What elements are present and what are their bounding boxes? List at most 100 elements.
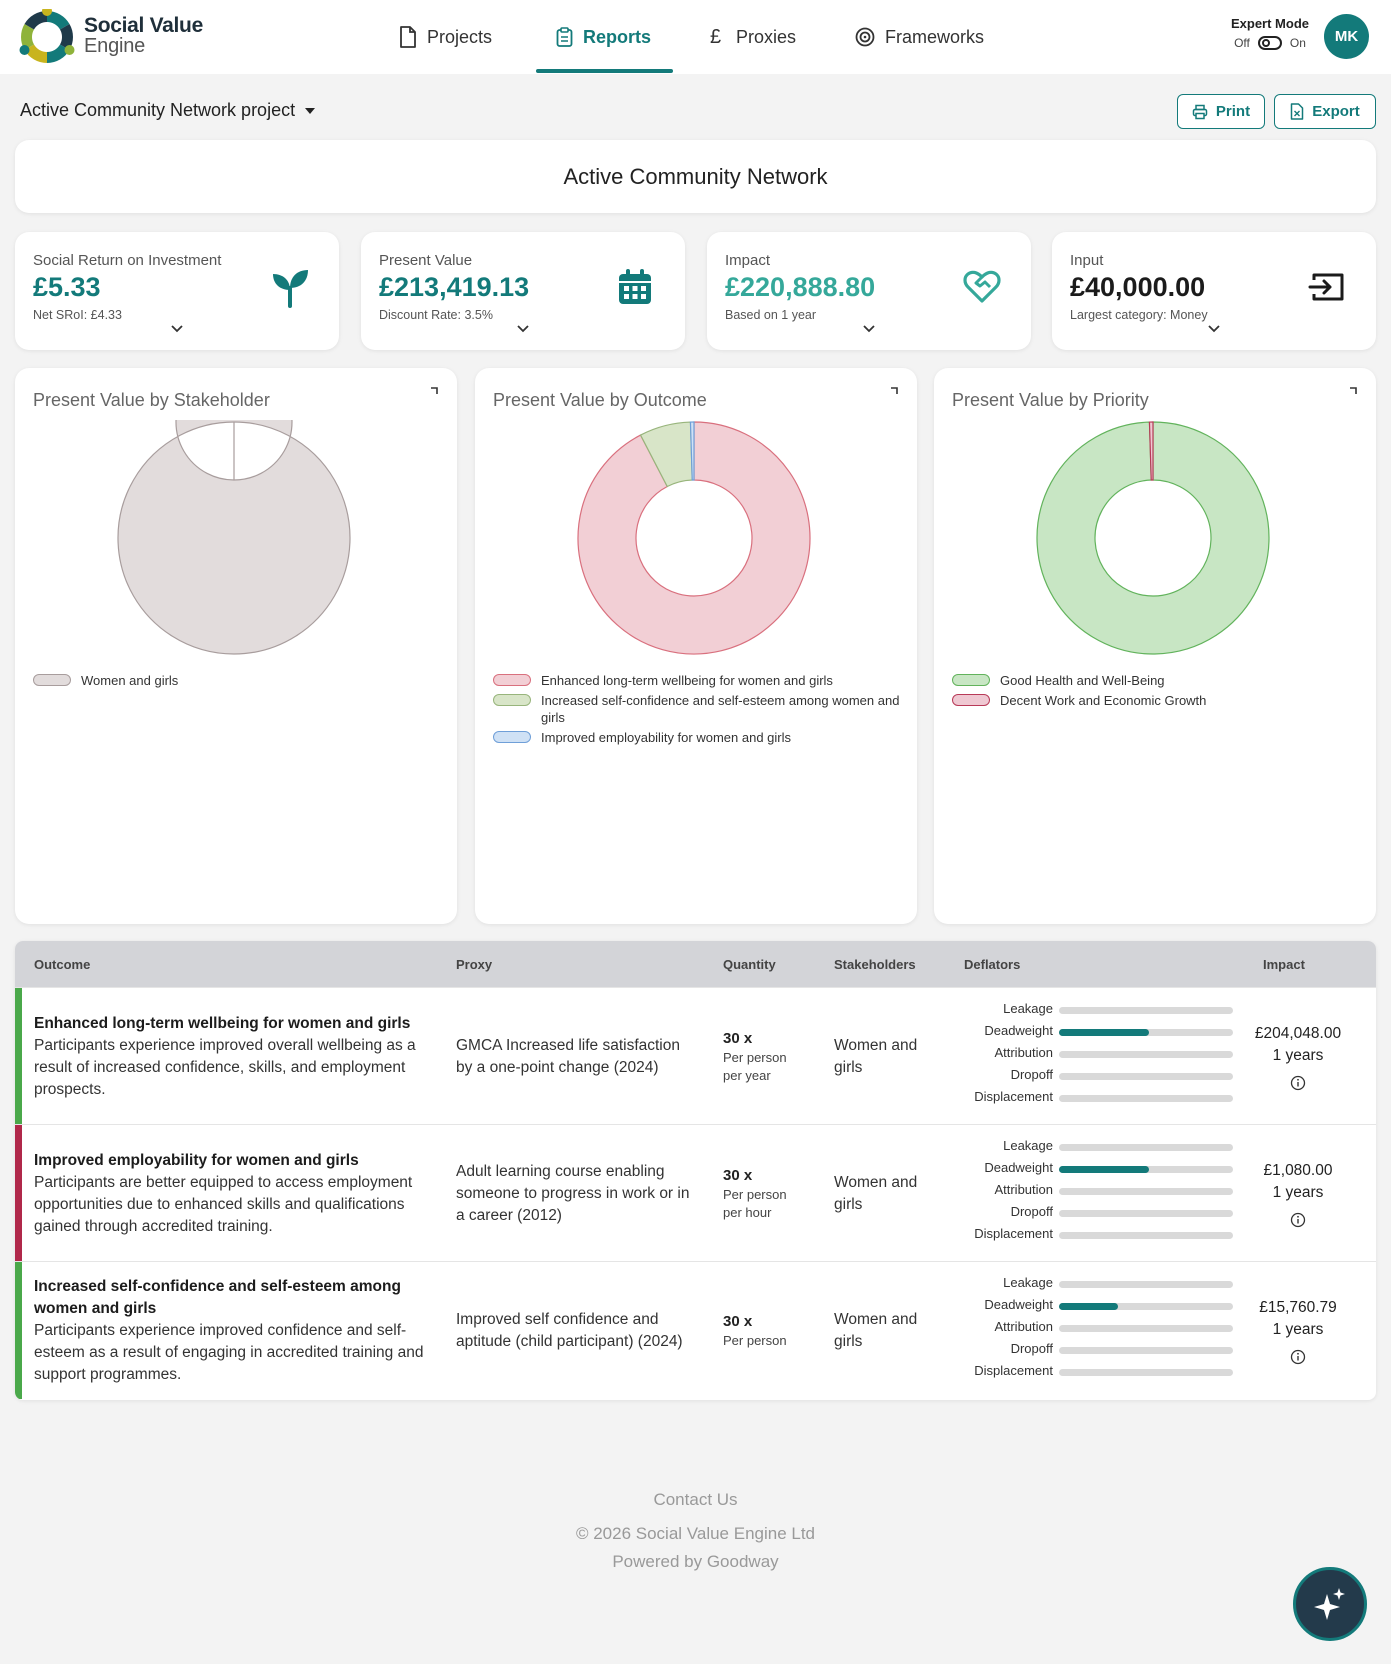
kpi-input-sub: Largest category: Money [1070,308,1208,322]
legend-label: Enhanced long-term wellbeing for women a… [541,673,833,688]
deflator-deadweight: Deadweight [963,1295,1233,1315]
header-stakeholders[interactable]: Stakeholders [834,957,916,972]
info-icon[interactable] [1290,1212,1306,1228]
header-impact[interactable]: Impact [1263,957,1305,972]
donut-slice[interactable] [1036,421,1270,655]
kpi-sroi-sub: Net SRoI: £4.33 [33,308,122,322]
legend-label: Women and girls [81,673,179,688]
deflator-label: Attribution [994,1045,1053,1060]
toggle-icon[interactable] [1257,36,1282,50]
contact-us-link[interactable]: Contact Us [653,1490,738,1509]
expand-icon[interactable] [889,386,899,396]
kpi-impact-value: £220,888.80 [725,272,876,302]
legend-label: Good Health and Well-Being [1000,673,1165,688]
kpi-card-sroi: Social Return on Investment £5.33 Net SR… [15,232,339,350]
user-avatar[interactable]: MK [1324,14,1369,59]
expand-icon[interactable] [1348,386,1358,396]
deflator-bar-track [1059,1144,1233,1151]
stakeholders-cell: Women and girls [834,1174,918,1213]
export-button[interactable]: Export [1274,94,1376,129]
chevron-down-icon[interactable] [170,324,184,334]
legend-swatch [493,694,531,706]
active-tab-indicator [536,69,673,73]
chevron-down-icon[interactable] [862,324,876,334]
chart-legend: Women and girls [33,672,443,692]
deflator-label: Attribution [994,1319,1053,1334]
chevron-down-icon[interactable] [1207,324,1221,334]
table-row[interactable]: Improved employability for women and gir… [15,1124,1376,1262]
nav-projects[interactable]: Projects [399,0,492,74]
kpi-pv-value: £213,419.13 [379,272,530,302]
nav-frameworks-label: Frameworks [885,26,985,47]
legend-item[interactable]: Improved employability for women and gir… [493,729,903,746]
project-selector[interactable]: Active Community Network project [20,100,316,121]
donut-slice[interactable] [117,420,351,655]
powered-by-text: Powered by Goodway [612,1552,779,1571]
deflator-label: Displacement [974,1089,1053,1104]
expert-mode-switch[interactable]: Expert Mode Off On [1220,16,1320,50]
donut-slice[interactable] [689,421,695,481]
chart-legend: Good Health and Well-Being Decent Work an… [952,672,1362,712]
outcome-cell: Improved employability for women and gir… [34,1150,429,1238]
stakeholders-cell: Women and girls [834,1311,918,1350]
table-row[interactable]: Enhanced long-term wellbeing for women a… [15,987,1376,1125]
header-proxy[interactable]: Proxy [456,957,493,972]
legend-item[interactable]: Increased self-confidence and self-estee… [493,692,903,726]
nav-frameworks[interactable]: Frameworks [855,0,984,74]
table-row[interactable]: Increased self-confidence and self-estee… [15,1261,1376,1399]
impact-value: £204,048.00 [1254,1025,1342,1042]
pound-icon: £ [710,25,722,48]
deflator-displacement: Displacement [963,1224,1233,1244]
report-title: Active Community Network [563,163,828,189]
kpi-input-value: £40,000.00 [1070,272,1206,302]
header-deflators[interactable]: Deflators [964,957,1021,972]
legend-item[interactable]: Good Health and Well-Being [952,672,1362,689]
target-icon [855,27,875,47]
legend-item[interactable]: Women and girls [33,672,443,689]
deflator-label: Deadweight [984,1297,1053,1312]
impact-cell: £204,048.00 1 years [1233,1023,1363,1091]
ai-assistant-button[interactable] [1293,1567,1367,1641]
donut-chart-outcome [577,421,811,655]
deflator-bar-track [1059,1051,1233,1058]
legend-item[interactable]: Decent Work and Economic Growth [952,692,1362,709]
info-icon[interactable] [1290,1075,1306,1091]
chart-title: Present Value by Stakeholder [33,390,270,410]
deflator-bar-fill [1059,1303,1119,1310]
expert-mode-title: Expert Mode [1230,16,1309,31]
expand-icon[interactable] [429,386,439,396]
deflator-leakage: Leakage [963,999,1233,1019]
impact-cell: £1,080.00 1 years [1233,1160,1363,1228]
chevron-down-icon[interactable] [516,324,530,334]
kpi-card-input: Input £40,000.00 Largest category: Money [1052,232,1376,350]
chart-card-stakeholder: Present Value by Stakeholder Women and g… [15,368,457,924]
document-icon [400,26,416,48]
quantity-value: 30 x [723,1167,753,1184]
donut-slice[interactable] [1148,421,1154,481]
donut-chart-stakeholder [117,420,351,655]
nav-reports[interactable]: Reports [556,0,651,74]
social-value-engine-logo[interactable] [18,9,76,65]
spreadsheet-export-icon [1290,103,1304,120]
deflator-bar-track [1059,1095,1233,1102]
heart-handshake-icon [963,270,1001,303]
info-icon[interactable] [1290,1349,1306,1365]
impact-value: £15,760.79 [1259,1299,1337,1316]
kpi-card-present-value: Present Value £213,419.13 Discount Rate:… [361,232,685,350]
header-quantity[interactable]: Quantity [723,957,776,972]
print-button[interactable]: Print [1177,94,1265,129]
header-outcome[interactable]: Outcome [34,957,91,972]
legend-item[interactable]: Enhanced long-term wellbeing for women a… [493,672,903,689]
proxy-cell: GMCA Increased life satisfaction by a on… [456,1037,680,1076]
legend-swatch [952,694,990,706]
stakeholders-cell: Women and girls [834,1037,918,1076]
deflator-dropoff: Dropoff [963,1339,1233,1359]
quantity-cell: 30 x Per person per hour [723,1166,813,1222]
copyright-text: © 2026 Social Value Engine Ltd [575,1524,816,1543]
deflator-bar-track [1059,1166,1233,1173]
outcome-title: Improved employability for women and gir… [34,1152,359,1169]
quantity-period: per year [723,1068,771,1083]
deflator-bar-track [1059,1029,1233,1036]
nav-proxies[interactable]: £ Proxies [710,0,796,74]
donut-slice[interactable] [577,421,811,655]
